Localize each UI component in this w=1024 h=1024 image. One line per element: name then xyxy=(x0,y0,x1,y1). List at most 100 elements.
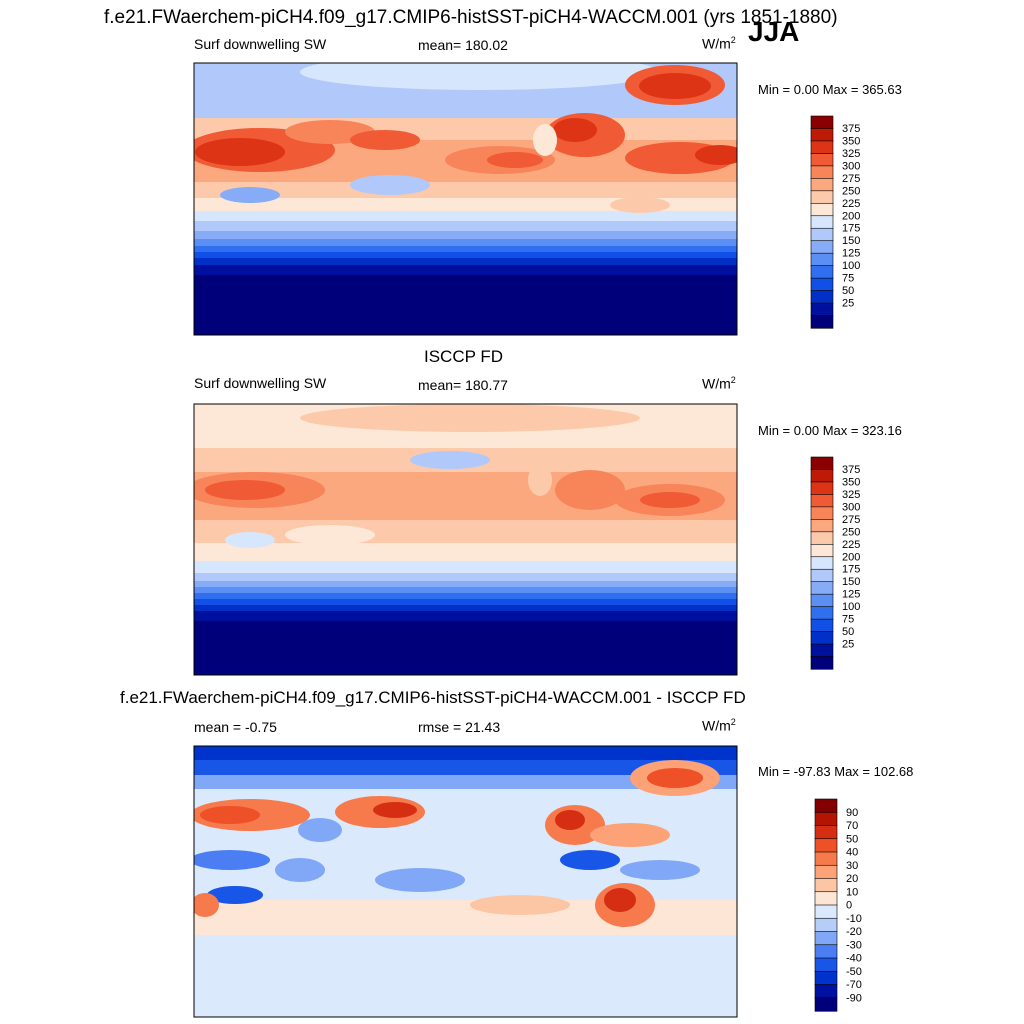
panel1-map-frame xyxy=(193,62,738,336)
colorbar3-tick-label: 0 xyxy=(846,900,852,912)
colorbar2-swatch xyxy=(810,581,834,595)
panel1-units: W/m2 xyxy=(702,35,736,52)
colorbar2-swatch xyxy=(810,469,834,483)
season-label: JJA xyxy=(748,16,800,47)
colorbar2-swatch xyxy=(810,456,834,471)
colorbar2-swatch xyxy=(810,519,834,533)
colorbar1-swatch xyxy=(810,153,834,167)
colorbar1-swatch xyxy=(810,140,834,155)
colorbar2-swatch xyxy=(810,481,834,496)
colorbar2-tick-label: 250 xyxy=(842,526,860,538)
colorbar1-swatch xyxy=(810,252,834,267)
colorbar2-tick-label: 175 xyxy=(842,564,860,576)
panel2-min-max: Min = 0.00 Max = 323.16 xyxy=(758,423,902,438)
panel1-min-max: Min = 0.00 Max = 365.63 xyxy=(758,82,902,97)
colorbar2-swatch xyxy=(810,531,834,545)
colorbar3-tick-label: -40 xyxy=(846,953,862,965)
colorbar2-tick-label: 125 xyxy=(842,589,860,601)
panel3-mean-label: mean = -0.75 xyxy=(194,719,277,735)
colorbar3-swatch xyxy=(814,944,838,959)
colorbar1-swatch xyxy=(810,315,834,329)
colorbar3-swatch xyxy=(814,970,838,986)
colorbar3-tick-label: -90 xyxy=(846,992,862,1004)
colorbar2-tick-label: 150 xyxy=(842,576,860,588)
colorbar1-tick-label: 350 xyxy=(842,135,860,147)
panel2-mean-label: mean= 180.77 xyxy=(418,377,508,393)
colorbar2-swatch xyxy=(810,506,834,520)
colorbar3-tick-label: 30 xyxy=(846,860,858,872)
colorbar1-tick-label: 150 xyxy=(842,235,860,247)
colorbar3-swatch xyxy=(814,931,838,946)
panel2-units: W/m2 xyxy=(702,375,736,392)
colorbar3-swatch xyxy=(814,811,838,827)
colorbar3-swatch xyxy=(814,904,838,919)
colorbar1-swatch xyxy=(810,215,834,229)
colorbar3-swatch xyxy=(814,997,838,1012)
colorbar3-tick-label: -20 xyxy=(846,926,862,938)
colorbar1-swatch xyxy=(810,190,834,204)
colorbar1-swatch xyxy=(810,277,834,292)
colorbar1-tick-label: 75 xyxy=(842,273,854,285)
panel3-rmse-label: rmse = 21.43 xyxy=(418,719,501,735)
colorbar1-swatch xyxy=(810,265,834,279)
panel3-heading: f.e21.FWaerchem-piCH4.f09_g17.CMIP6-hist… xyxy=(120,688,746,707)
colorbar2-swatch xyxy=(810,543,834,558)
colorbar3-tick-label: 10 xyxy=(846,886,858,898)
colorbar3-tick-label: 70 xyxy=(846,820,858,832)
colorbar3-tick-label: -70 xyxy=(846,979,862,991)
colorbar1-tick-label: 175 xyxy=(842,223,860,235)
colorbar1-tick-label: 100 xyxy=(842,260,860,272)
colorbar1-tick-label: 300 xyxy=(842,160,860,172)
panel3-map-frame xyxy=(193,745,738,1018)
colorbar1-tick-label: 225 xyxy=(842,198,860,210)
colorbar2-swatch xyxy=(810,593,834,608)
colorbar2-swatch xyxy=(810,494,834,508)
colorbar1-tick-label: 325 xyxy=(842,148,860,160)
colorbar3-tick-label: 40 xyxy=(846,847,858,859)
panel3-min-max: Min = -97.83 Max = 102.68 xyxy=(758,764,914,779)
colorbar3-swatch xyxy=(814,957,838,972)
colorbar2-swatch xyxy=(810,618,834,633)
colorbar1-swatch xyxy=(810,128,834,142)
colorbar2-tick-label: 200 xyxy=(842,551,860,563)
colorbar3-tick-label: -10 xyxy=(846,913,862,925)
colorbar2-tick-label: 350 xyxy=(842,476,860,488)
colorbar2-tick-label: 275 xyxy=(842,514,860,526)
colorbar3-tick-label: 50 xyxy=(846,833,858,845)
colorbar2-tick-label: 50 xyxy=(842,626,854,638)
colorbar1-tick-label: 25 xyxy=(842,298,854,310)
colorbar3-swatch xyxy=(814,917,838,933)
colorbar1-swatch xyxy=(810,227,834,242)
panel2-heading: ISCCP FD xyxy=(424,347,504,366)
colorbar1-swatch xyxy=(810,240,834,254)
colorbar3-tick-label: 90 xyxy=(846,807,858,819)
colorbar2-tick-label: 75 xyxy=(842,614,854,626)
colorbar2-tick-label: 225 xyxy=(842,539,860,551)
colorbar1-tick-label: 50 xyxy=(842,285,854,297)
colorbar1-tick-label: 250 xyxy=(842,185,860,197)
colorbar3-swatch xyxy=(814,798,838,813)
colorbar2-tick-label: 325 xyxy=(842,489,860,501)
colorbar3-swatch xyxy=(814,864,838,880)
colorbar2-swatch xyxy=(810,656,834,670)
panel3-map xyxy=(194,746,737,1017)
colorbar1-swatch xyxy=(810,115,834,130)
colorbar1-swatch xyxy=(810,302,834,317)
colorbar1-swatch xyxy=(810,165,834,179)
colorbar1-tick-label: 125 xyxy=(842,248,860,260)
panel1-map xyxy=(194,63,737,335)
colorbar3-swatch xyxy=(814,851,838,866)
colorbar1-swatch xyxy=(810,290,834,304)
colorbar2-tick-label: 100 xyxy=(842,601,860,613)
colorbar3-tick-label: -50 xyxy=(846,966,862,978)
colorbar3-swatch xyxy=(814,878,838,893)
figure-title: f.e21.FWaerchem-piCH4.f09_g17.CMIP6-hist… xyxy=(104,7,838,28)
panel2-map xyxy=(194,404,737,675)
colorbar3-swatch xyxy=(814,984,838,999)
colorbar2-swatch xyxy=(810,643,834,658)
colorbar1-swatch xyxy=(810,178,834,192)
colorbar3-swatch xyxy=(814,825,838,840)
colorbar1-tick-label: 200 xyxy=(842,210,860,222)
